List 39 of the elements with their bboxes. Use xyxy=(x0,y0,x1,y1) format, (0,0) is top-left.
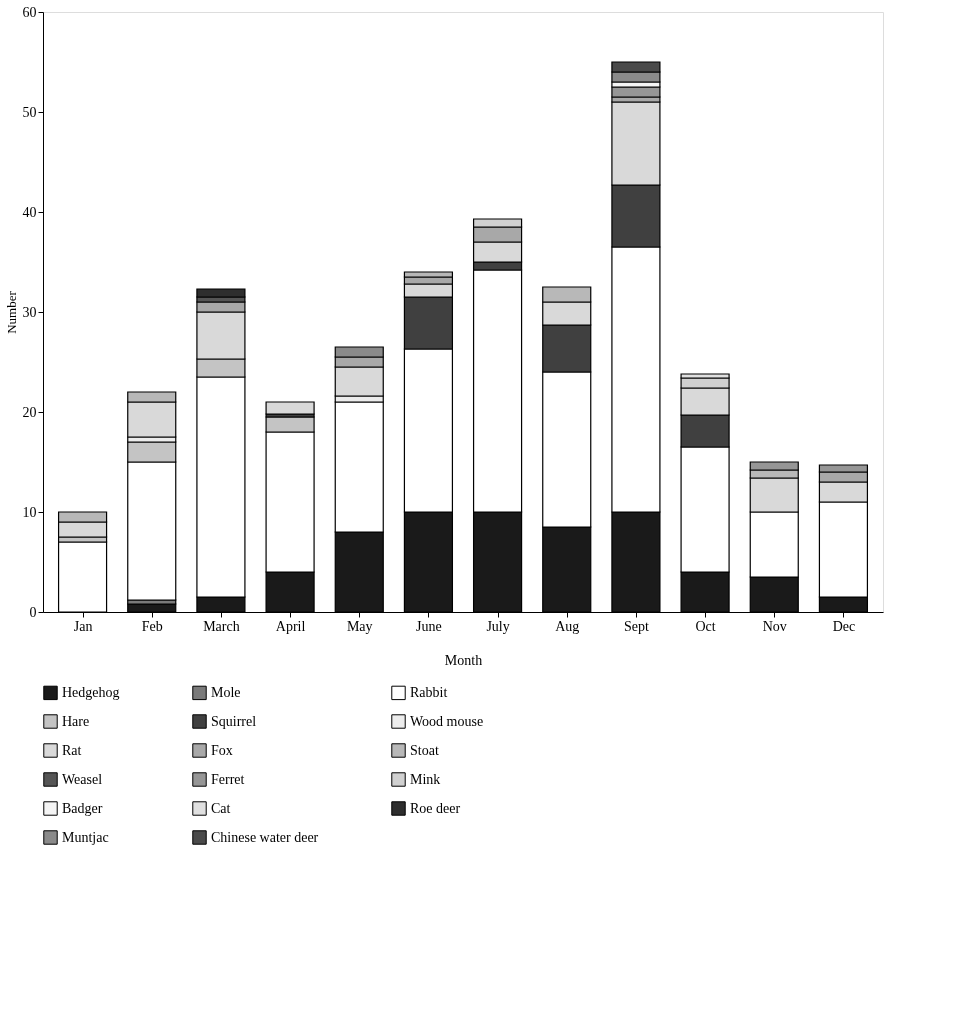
y-tick-label: 10 xyxy=(22,504,37,520)
legend-label: Mink xyxy=(410,771,441,787)
legend-label: Squirrel xyxy=(211,713,257,729)
x-tick-label: Oct xyxy=(695,618,716,634)
x-tick-label: Feb xyxy=(141,618,163,634)
legend-label: Cat xyxy=(211,800,231,816)
y-tick-label: 30 xyxy=(22,304,37,320)
legend-label: Hedgehog xyxy=(62,684,120,700)
legend-label: Rabbit xyxy=(410,684,448,700)
x-tick-label: July xyxy=(486,618,510,634)
y-tick-label: 50 xyxy=(22,104,37,120)
legend-label: Hare xyxy=(62,713,90,729)
y-tick-label: 20 xyxy=(22,404,37,420)
y-axis-title: Number xyxy=(3,290,19,334)
x-axis-title: Month xyxy=(444,652,483,668)
legend-label: Fox xyxy=(211,742,233,758)
legend-label: Mole xyxy=(211,684,241,700)
legend-label: Badger xyxy=(62,800,103,816)
x-tick-label: May xyxy=(346,618,373,634)
legend-label: Wood mouse xyxy=(410,713,484,729)
legend-label: Roe deer xyxy=(410,800,461,816)
x-tick-label: Dec xyxy=(832,618,856,634)
y-tick-label: 60 xyxy=(22,4,37,20)
legend-label: Weasel xyxy=(62,771,103,787)
y-tick-label: 0 xyxy=(29,604,37,620)
legend-label: Muntjac xyxy=(62,829,109,845)
legend-label: Ferret xyxy=(211,771,245,787)
x-tick-label: April xyxy=(275,618,306,634)
x-tick-label: June xyxy=(416,618,442,634)
x-tick-label: Sept xyxy=(623,618,649,634)
x-tick-label: March xyxy=(203,618,240,634)
x-tick-label: Jan xyxy=(73,618,93,634)
x-tick-label: Aug xyxy=(555,618,580,634)
x-tick-label: Nov xyxy=(762,618,787,634)
legend-label: Stoat xyxy=(410,742,439,758)
legend-label: Chinese water deer xyxy=(211,829,319,845)
y-tick-label: 40 xyxy=(22,204,37,220)
bar xyxy=(265,401,315,415)
legend-label: Rat xyxy=(62,742,82,758)
